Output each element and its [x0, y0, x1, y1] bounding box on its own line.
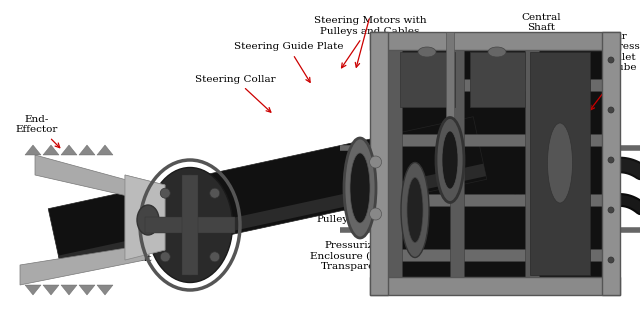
- Ellipse shape: [369, 156, 381, 168]
- Text: Steering Guide Plate: Steering Guide Plate: [234, 42, 343, 82]
- Ellipse shape: [185, 265, 195, 275]
- Text: Steering Motors with
Pulleys and Cables: Steering Motors with Pulleys and Cables: [314, 16, 426, 68]
- Bar: [602, 50, 616, 277]
- Bar: [525, 50, 539, 277]
- Bar: [145, 217, 235, 233]
- Bar: [388, 50, 616, 291]
- Text: Pressurized
Enclosure (Made
Transparent): Pressurized Enclosure (Made Transparent): [310, 212, 400, 271]
- Ellipse shape: [547, 123, 573, 203]
- Ellipse shape: [150, 220, 160, 230]
- Polygon shape: [25, 145, 41, 155]
- Bar: [388, 79, 602, 91]
- Ellipse shape: [160, 252, 170, 262]
- Bar: [388, 194, 602, 206]
- Polygon shape: [61, 285, 77, 295]
- Ellipse shape: [160, 188, 170, 198]
- Bar: [450, 50, 464, 277]
- Ellipse shape: [608, 157, 614, 163]
- Ellipse shape: [344, 138, 376, 238]
- Ellipse shape: [401, 163, 429, 258]
- Ellipse shape: [418, 47, 436, 57]
- Text: End-
Effector
Mount: End- Effector Mount: [113, 233, 156, 263]
- Ellipse shape: [608, 107, 614, 113]
- Polygon shape: [43, 145, 59, 155]
- Text: Air
Pressure
Inlet
Tube: Air Pressure Inlet Tube: [590, 32, 640, 110]
- Polygon shape: [43, 285, 59, 295]
- Bar: [446, 32, 454, 122]
- Polygon shape: [125, 175, 165, 260]
- Bar: [530, 52, 590, 275]
- Ellipse shape: [185, 175, 195, 185]
- Polygon shape: [79, 145, 95, 155]
- Text: Central
Pulley: Central Pulley: [313, 178, 353, 224]
- Bar: [182, 175, 198, 275]
- Polygon shape: [97, 285, 113, 295]
- Ellipse shape: [442, 131, 458, 189]
- Polygon shape: [79, 285, 95, 295]
- Bar: [388, 50, 402, 277]
- Bar: [602, 32, 620, 295]
- Bar: [400, 52, 455, 107]
- Text: Steering Collar: Steering Collar: [195, 75, 276, 112]
- Polygon shape: [125, 175, 165, 260]
- Bar: [388, 249, 602, 261]
- Bar: [370, 277, 620, 295]
- Ellipse shape: [407, 178, 423, 242]
- Polygon shape: [20, 245, 145, 285]
- Polygon shape: [35, 155, 145, 200]
- Text: Central
Shaft
Motor: Central Shaft Motor: [521, 13, 561, 61]
- Ellipse shape: [608, 57, 614, 63]
- Polygon shape: [58, 164, 486, 268]
- Polygon shape: [61, 145, 77, 155]
- Ellipse shape: [608, 207, 614, 213]
- Ellipse shape: [488, 47, 506, 57]
- Ellipse shape: [350, 153, 370, 223]
- Bar: [388, 134, 602, 146]
- Text: Electrical
Cord: Electrical Cord: [513, 172, 563, 214]
- Ellipse shape: [436, 118, 464, 202]
- Ellipse shape: [210, 188, 220, 198]
- Ellipse shape: [220, 220, 230, 230]
- Ellipse shape: [369, 208, 381, 220]
- Polygon shape: [48, 117, 487, 271]
- Ellipse shape: [608, 257, 614, 263]
- Bar: [470, 52, 525, 107]
- Bar: [370, 32, 388, 295]
- Polygon shape: [97, 145, 113, 155]
- Text: End-
Effector: End- Effector: [16, 115, 60, 148]
- Bar: [370, 32, 620, 50]
- Polygon shape: [25, 285, 41, 295]
- Ellipse shape: [137, 205, 159, 235]
- Ellipse shape: [147, 168, 232, 283]
- Text: Fabric Arm: Fabric Arm: [227, 183, 286, 210]
- Ellipse shape: [210, 252, 220, 262]
